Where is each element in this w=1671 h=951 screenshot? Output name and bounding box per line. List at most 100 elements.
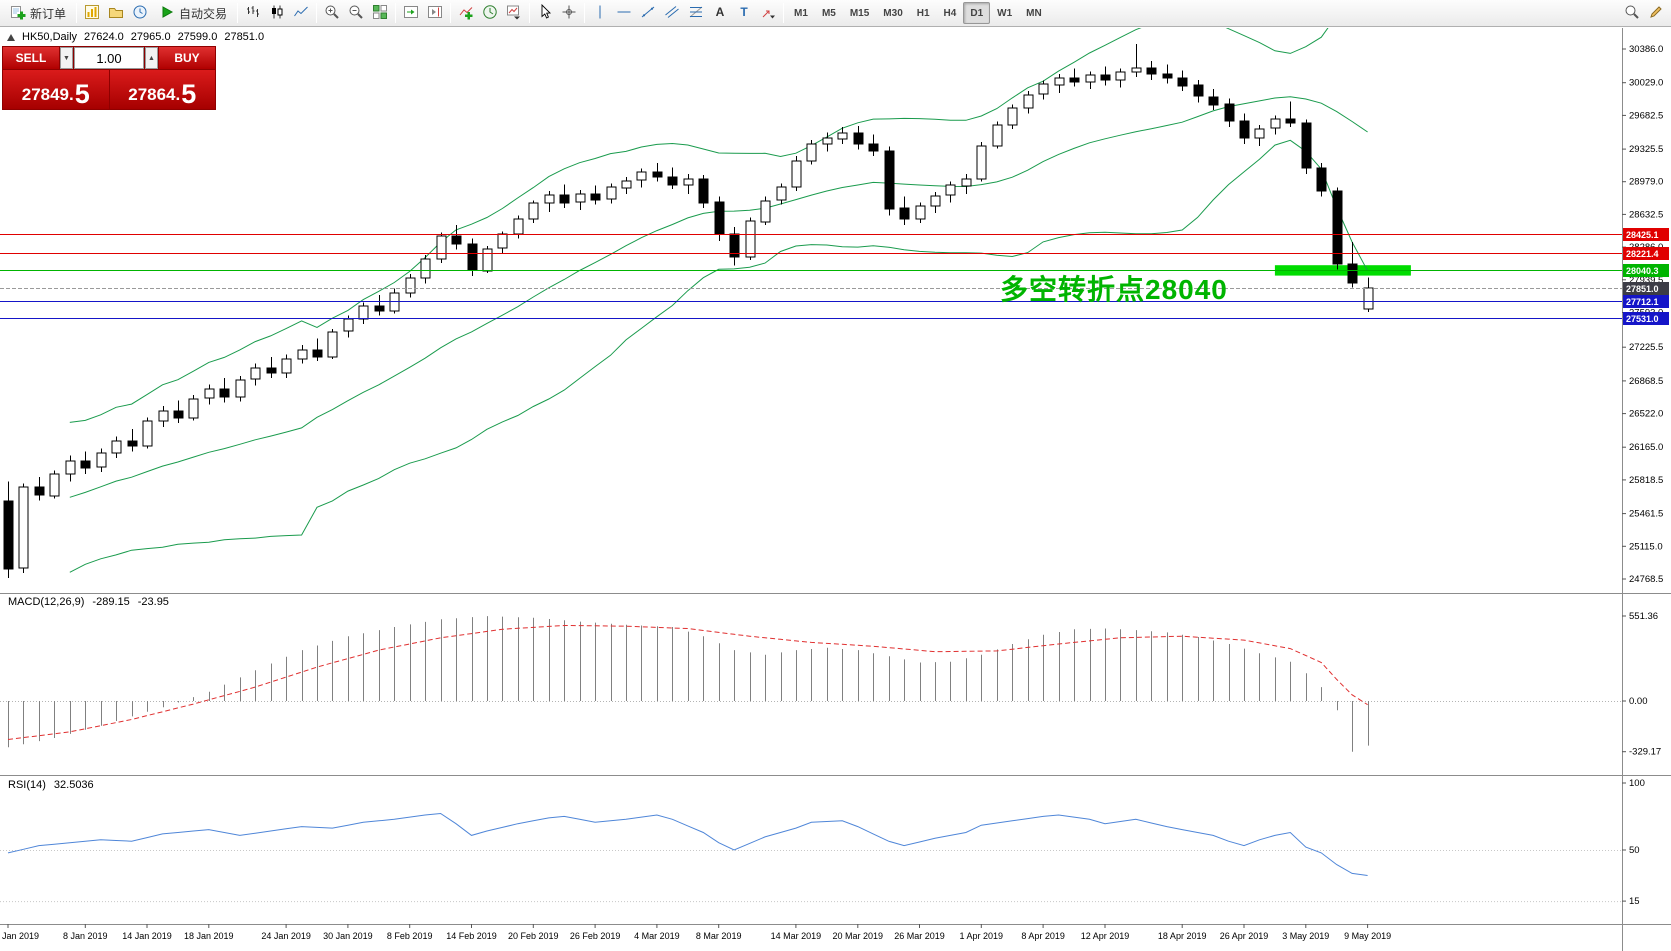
toolbar-separator (76, 3, 78, 23)
candle (1316, 167, 1327, 192)
new-order-button[interactable]: 新订单 (3, 2, 73, 24)
indicators-button[interactable] (454, 2, 478, 24)
candle (1085, 74, 1096, 83)
price-axis-label: 26868.5 (1629, 376, 1663, 387)
rsi-value: 32.5036 (53, 779, 94, 791)
autotrading-button[interactable]: 自动交易 (152, 2, 234, 24)
tf-h4-button[interactable]: H4 (937, 2, 964, 24)
candle (1254, 128, 1265, 139)
chart-title-bar: HK50,Daily 27624.0 27965.0 27599.0 27851… (7, 31, 264, 43)
candle (698, 178, 709, 204)
volume-decrease-button[interactable]: ▼ (60, 47, 73, 69)
svg-text:T: T (740, 5, 748, 19)
tf-m5-button[interactable]: M5 (815, 2, 843, 24)
rsi-axis-label: 100 (1629, 778, 1645, 789)
equidistant-channel-icon (664, 4, 680, 23)
new-order-icon (10, 4, 26, 23)
templates-button[interactable] (502, 2, 526, 24)
crosshair-button[interactable] (557, 2, 581, 24)
volume-input[interactable] (74, 47, 144, 69)
fibonacci-retracement-button[interactable] (684, 2, 708, 24)
toolbar-separator (237, 3, 239, 23)
date-axis-label: 12 Apr 2019 (1081, 931, 1130, 941)
tf-m30-label: M30 (883, 7, 903, 19)
cursor-button[interactable] (533, 2, 557, 24)
zoom-in-button[interactable] (320, 2, 344, 24)
date-axis-label: 1 Apr 2019 (960, 931, 1004, 941)
candle (1285, 118, 1296, 124)
toolbar-separator (529, 3, 531, 23)
edit-button[interactable] (1644, 2, 1668, 24)
bollinger-upper-line[interactable] (69, 0, 1368, 423)
periods-icon (482, 4, 498, 23)
price-axis[interactable]: 30386.0 30029.0 29682.5 29325.5 28979.0 28632… (1622, 44, 1663, 907)
new-order-label: 新订单 (30, 6, 67, 21)
tf-m1-button[interactable]: M1 (787, 2, 815, 24)
profiles-button[interactable] (104, 2, 128, 24)
tf-h1-button[interactable]: H1 (910, 2, 937, 24)
tf-mn-label: MN (1026, 7, 1042, 19)
periods-button[interactable] (478, 2, 502, 24)
date-axis-label: 8 Apr 2019 (1021, 931, 1065, 941)
chart-shift-button[interactable] (423, 2, 447, 24)
market-watch-button[interactable] (128, 2, 152, 24)
tf-m15-button[interactable]: M15 (843, 2, 876, 24)
tf-d1-button[interactable]: D1 (963, 2, 991, 24)
horizontal-line-button[interactable] (612, 2, 636, 24)
candle (80, 460, 91, 469)
sell-price[interactable]: 27849. 5 (3, 70, 109, 109)
new-chart-button[interactable] (80, 2, 104, 24)
toolbar: 新订单 自动交易 A T M1 M5 M15 M30 H1 H4 D1 W1 MN (0, 0, 1671, 27)
date-axis-label: 20 Mar 2019 (833, 931, 884, 941)
tf-w1-button[interactable]: W1 (990, 2, 1019, 24)
tile-windows-icon (372, 4, 388, 23)
date-axis-label: 26 Mar 2019 (894, 931, 945, 941)
ohlc-close: 27851.0 (224, 31, 265, 43)
candle (945, 184, 956, 196)
vertical-line-button[interactable] (588, 2, 612, 24)
price-axis-label: 25115.0 (1629, 541, 1663, 552)
text-label-button[interactable]: T (732, 2, 756, 24)
trendline-button[interactable] (636, 2, 660, 24)
zoom-out-button[interactable] (344, 2, 368, 24)
price-tag-27531.0 (1623, 312, 1669, 325)
equidistant-channel-button[interactable] (660, 2, 684, 24)
macd-histogram (8, 616, 1369, 752)
price-axis-label: 30386.0 (1629, 44, 1663, 55)
search-button[interactable] (1620, 2, 1644, 24)
price-axis-label: 27939.5 (1629, 275, 1663, 286)
bar-chart-button[interactable] (241, 2, 265, 24)
date-axis-label: 14 Jan 2019 (122, 931, 172, 941)
candle (250, 367, 261, 380)
candle (327, 331, 338, 358)
line-chart-button[interactable] (289, 2, 313, 24)
text-button[interactable]: A (708, 2, 732, 24)
volume-increase-button[interactable]: ▲ (145, 47, 158, 69)
search-icon (1624, 4, 1640, 23)
candle (49, 473, 60, 497)
candlestick-chart-button[interactable] (265, 2, 289, 24)
buy-price[interactable]: 27864. 5 (109, 70, 215, 109)
tile-windows-button[interactable] (368, 2, 392, 24)
candle (606, 186, 617, 200)
turning-point-annotation[interactable]: 多空转折点28040 (1000, 274, 1228, 305)
price-axis-label: 30029.0 (1629, 78, 1663, 89)
date-axis-label: 26 Feb 2019 (570, 931, 621, 941)
auto-scroll-button[interactable] (399, 2, 423, 24)
candle (745, 220, 756, 258)
candle (158, 410, 169, 422)
toolbar-separator (450, 3, 452, 23)
sell-button[interactable]: SELL (3, 47, 59, 69)
tf-m30-button[interactable]: M30 (876, 2, 909, 24)
date-axis-label: Jan 2019 (2, 931, 39, 941)
bollinger-lower-line[interactable] (69, 139, 1369, 573)
date-axis[interactable]: Jan 2019 8 Jan 2019 14 Jan 2019 18 Jan 2019… (2, 924, 1391, 941)
candle (281, 358, 292, 374)
tf-mn-button[interactable]: MN (1019, 2, 1049, 24)
buy-button[interactable]: BUY (159, 47, 215, 69)
arrows-button[interactable] (756, 2, 780, 24)
candle (714, 201, 725, 235)
candle (405, 277, 416, 294)
